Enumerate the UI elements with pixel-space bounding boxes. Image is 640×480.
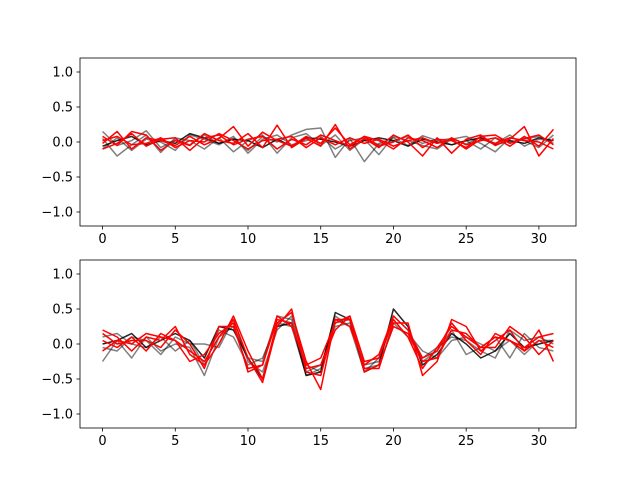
top-x-tick-label-3: 15 — [312, 232, 329, 247]
bottom-y-tick-label-1: −0.5 — [41, 373, 73, 388]
top-y-tick-label-4: 1.0 — [52, 66, 73, 81]
bottom-x-tick-label-4: 20 — [385, 434, 402, 449]
top-y-tick-label-2: 0.0 — [52, 136, 73, 151]
bottom-y-tick-label-0: −1.0 — [41, 408, 73, 423]
top-x-tick-label-4: 20 — [385, 232, 402, 247]
top-subplot: 0 5 10 15 20 25 30 −1.0 −0.5 0.0 0.5 1.0 — [41, 57, 577, 247]
bottom-y-tick-label-2: 0.0 — [52, 338, 73, 353]
bottom-x-tick-label-6: 30 — [531, 434, 548, 449]
top-series-line-7 — [102, 132, 554, 150]
top-x-tick-label-0: 0 — [98, 232, 106, 247]
top-series-line-2 — [102, 134, 554, 154]
bottom-y-tick-label-4: 1.0 — [52, 268, 73, 283]
top-y-tick-label-3: 0.5 — [52, 101, 73, 116]
top-y-tick-label-1: −0.5 — [41, 171, 73, 186]
bottom-subplot: 0 5 10 15 20 25 30 −1.0 −0.5 0.0 0.5 1.0 — [41, 259, 577, 449]
top-x-tick-label-1: 5 — [171, 232, 179, 247]
bottom-x-tick-label-1: 5 — [171, 434, 179, 449]
top-x-tick-label-2: 10 — [240, 232, 257, 247]
top-x-tick-label-5: 25 — [458, 232, 475, 247]
bottom-y-tick-label-3: 0.5 — [52, 303, 73, 318]
top-x-tick-label-6: 30 — [531, 232, 548, 247]
bottom-x-tick-label-0: 0 — [98, 434, 106, 449]
bottom-series-line-4 — [102, 311, 555, 391]
bottom-x-tick-label-3: 15 — [312, 434, 329, 449]
top-series-line-5 — [102, 125, 554, 150]
bottom-x-tick-label-2: 10 — [240, 434, 257, 449]
bottom-series-line-7 — [102, 315, 554, 373]
bottom-x-tick-label-5: 25 — [458, 434, 475, 449]
top-y-tick-label-0: −1.0 — [41, 206, 73, 221]
